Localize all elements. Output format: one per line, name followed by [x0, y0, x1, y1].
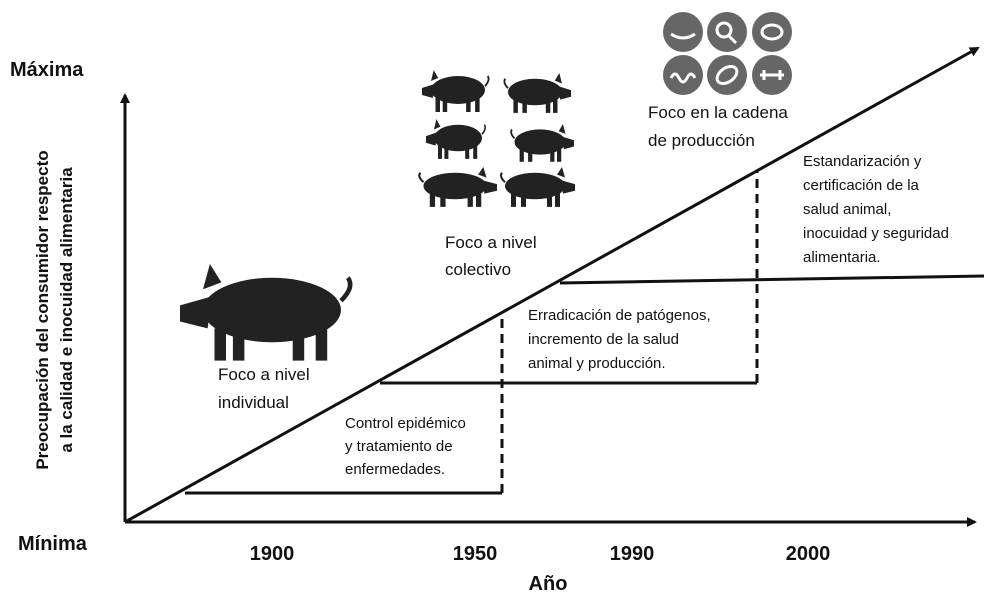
- y-label-line: a la calidad e inocuidad alimentaria: [57, 167, 76, 453]
- x-label: 1950: [453, 543, 498, 565]
- pig-icon: [180, 264, 350, 361]
- trend-line: [124, 46, 980, 524]
- steps: [185, 172, 984, 495]
- focus-label: colectivo: [445, 260, 511, 279]
- focus-label: individual: [218, 393, 289, 412]
- y-label-line: Preocupación del consumidor respecto: [33, 150, 52, 469]
- stage-text: y tratamiento de: [345, 438, 453, 455]
- y-min: Mínima: [18, 533, 88, 555]
- stage-text: animal y producción.: [528, 355, 666, 372]
- x-title: Año: [529, 573, 568, 595]
- stage-text: Estandarización y: [803, 153, 922, 170]
- stage-text: enfermedades.: [345, 461, 445, 478]
- product-icons: [663, 12, 792, 95]
- stage-text: Erradicación de patógenos,: [528, 307, 711, 324]
- stage-text: incremento de la salud: [528, 331, 679, 348]
- stage-text: Control epidémico: [345, 415, 466, 432]
- stage-text: certificación de la: [803, 177, 920, 194]
- y-label: Preocupación del consumidor respecto a l…: [33, 150, 76, 469]
- x-label: 2000: [786, 543, 831, 565]
- stage-text: salud animal,: [803, 201, 891, 218]
- x-label: 1900: [250, 543, 295, 565]
- focus-label: Foco en la cadena: [648, 103, 788, 122]
- focus-label: de producción: [648, 131, 755, 150]
- x-label: 1990: [610, 543, 655, 565]
- pig-group: [418, 69, 576, 208]
- stage-text: alimentaria.: [803, 249, 881, 266]
- y-max: Máxima: [10, 59, 84, 81]
- stage-text: inocuidad y seguridad: [803, 225, 949, 242]
- focus-label: Foco a nivel: [218, 365, 310, 384]
- focus-label: Foco a nivel: [445, 233, 537, 252]
